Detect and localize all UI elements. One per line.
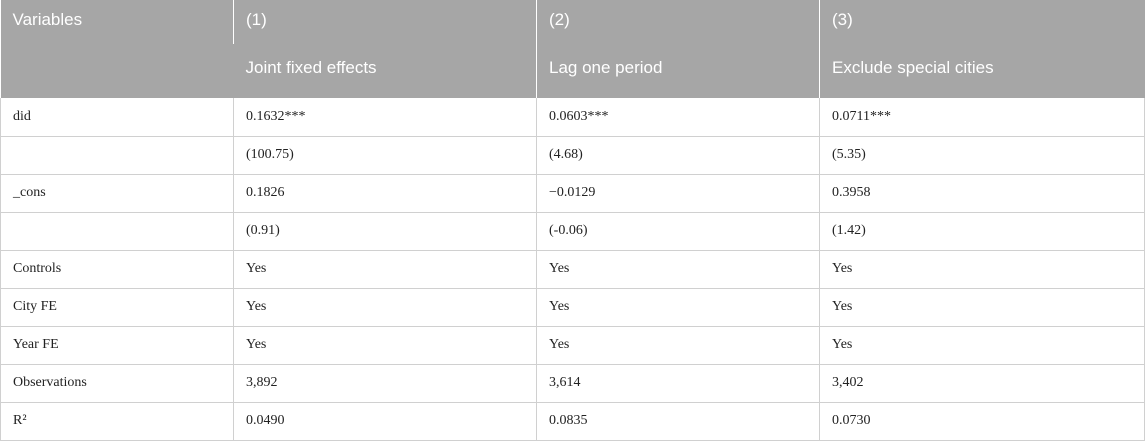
table-cell: 3,614 <box>536 363 820 403</box>
table-cell: Yes <box>536 249 820 289</box>
table-cell: Yes <box>819 287 1145 327</box>
table-cell: Yes <box>233 287 537 327</box>
table-cell: 3,402 <box>819 363 1145 403</box>
table-cell: (-0.06) <box>536 211 820 251</box>
table-cell: 0.0730 <box>819 401 1145 441</box>
column-number-3: (3) <box>819 0 1145 44</box>
table-row: R² 0.0490 0.0835 0.0730 <box>0 401 1145 441</box>
table-cell: 3,892 <box>233 363 537 403</box>
table-cell: 0.0490 <box>233 401 537 441</box>
table-cell: 0.0711*** <box>819 98 1145 137</box>
table-cell: Yes <box>819 325 1145 365</box>
table-cell: 0.0603*** <box>536 98 820 137</box>
table-row: City FE Yes Yes Yes <box>0 287 1145 327</box>
header-row-labels: Joint fixed effects Lag one period Exclu… <box>1 44 1145 98</box>
variables-header: Variables <box>0 0 234 98</box>
table-row: Observations 3,892 3,614 3,402 <box>0 363 1145 403</box>
table-body: did 0.1632*** 0.0603*** 0.0711*** (100.7… <box>0 98 1145 441</box>
row-label <box>0 211 234 251</box>
table-cell: (0.91) <box>233 211 537 251</box>
row-label <box>0 135 234 175</box>
table-cell: 0.3958 <box>819 173 1145 213</box>
table-cell: (4.68) <box>536 135 820 175</box>
row-label: R² <box>0 401 234 441</box>
table-cell: −0.0129 <box>536 173 820 213</box>
column-label-1: Joint fixed effects <box>233 44 537 98</box>
table-cell: (1.42) <box>819 211 1145 251</box>
row-label: Year FE <box>0 325 234 365</box>
column-number-1: (1) <box>233 0 537 44</box>
table-cell: Yes <box>819 249 1145 289</box>
table-cell: (100.75) <box>233 135 537 175</box>
row-label: City FE <box>0 287 234 327</box>
row-label: Controls <box>0 249 234 289</box>
table-cell: 0.1826 <box>233 173 537 213</box>
column-number-2: (2) <box>536 0 820 44</box>
table-cell: Yes <box>233 249 537 289</box>
header-row-numbers: Variables (1) (2) (3) <box>0 0 1145 98</box>
table-row: did 0.1632*** 0.0603*** 0.0711*** <box>0 98 1145 137</box>
row-label: _cons <box>0 173 234 213</box>
table-cell: Yes <box>233 325 537 365</box>
table-row: (100.75) (4.68) (5.35) <box>0 135 1145 175</box>
table-row: Controls Yes Yes Yes <box>0 249 1145 289</box>
column-label-3: Exclude special cities <box>819 44 1145 98</box>
table-cell: 0.0835 <box>536 401 820 441</box>
table-cell: (5.35) <box>819 135 1145 175</box>
row-label: did <box>0 98 234 137</box>
table-cell: 0.1632*** <box>233 98 537 137</box>
row-label: Observations <box>0 363 234 403</box>
table-row: (0.91) (-0.06) (1.42) <box>0 211 1145 251</box>
table-row: _cons 0.1826 −0.0129 0.3958 <box>0 173 1145 213</box>
table-cell: Yes <box>536 287 820 327</box>
table-header: Variables (1) (2) (3) Joint fixed effect… <box>0 0 1145 98</box>
column-label-2: Lag one period <box>536 44 820 98</box>
table-cell: Yes <box>536 325 820 365</box>
table-row: Year FE Yes Yes Yes <box>0 325 1145 365</box>
